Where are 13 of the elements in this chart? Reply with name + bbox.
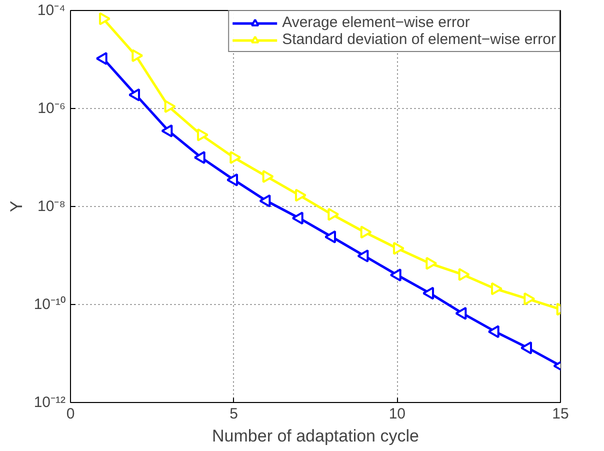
y-tick-label: 10⁻⁸ [37, 198, 66, 215]
y-tick-label: 10⁻¹² [34, 394, 66, 411]
y-tick-label: 10⁻¹⁰ [34, 296, 66, 313]
x-tick-label: 0 [66, 406, 75, 422]
legend-label: Standard deviation of element−wise error [282, 31, 556, 48]
y-tick-label: 10⁻⁴ [37, 2, 66, 19]
legend-label: Average element−wise error [282, 14, 470, 31]
y-tick-label: 10⁻⁶ [38, 100, 66, 117]
y-axis-title: Y [6, 200, 26, 212]
x-tick-label: 10 [388, 406, 406, 422]
x-tick-label: 5 [230, 406, 238, 422]
x-tick-label: 15 [552, 406, 569, 422]
x-axis-title: Number of adaptation cycle [212, 426, 419, 446]
